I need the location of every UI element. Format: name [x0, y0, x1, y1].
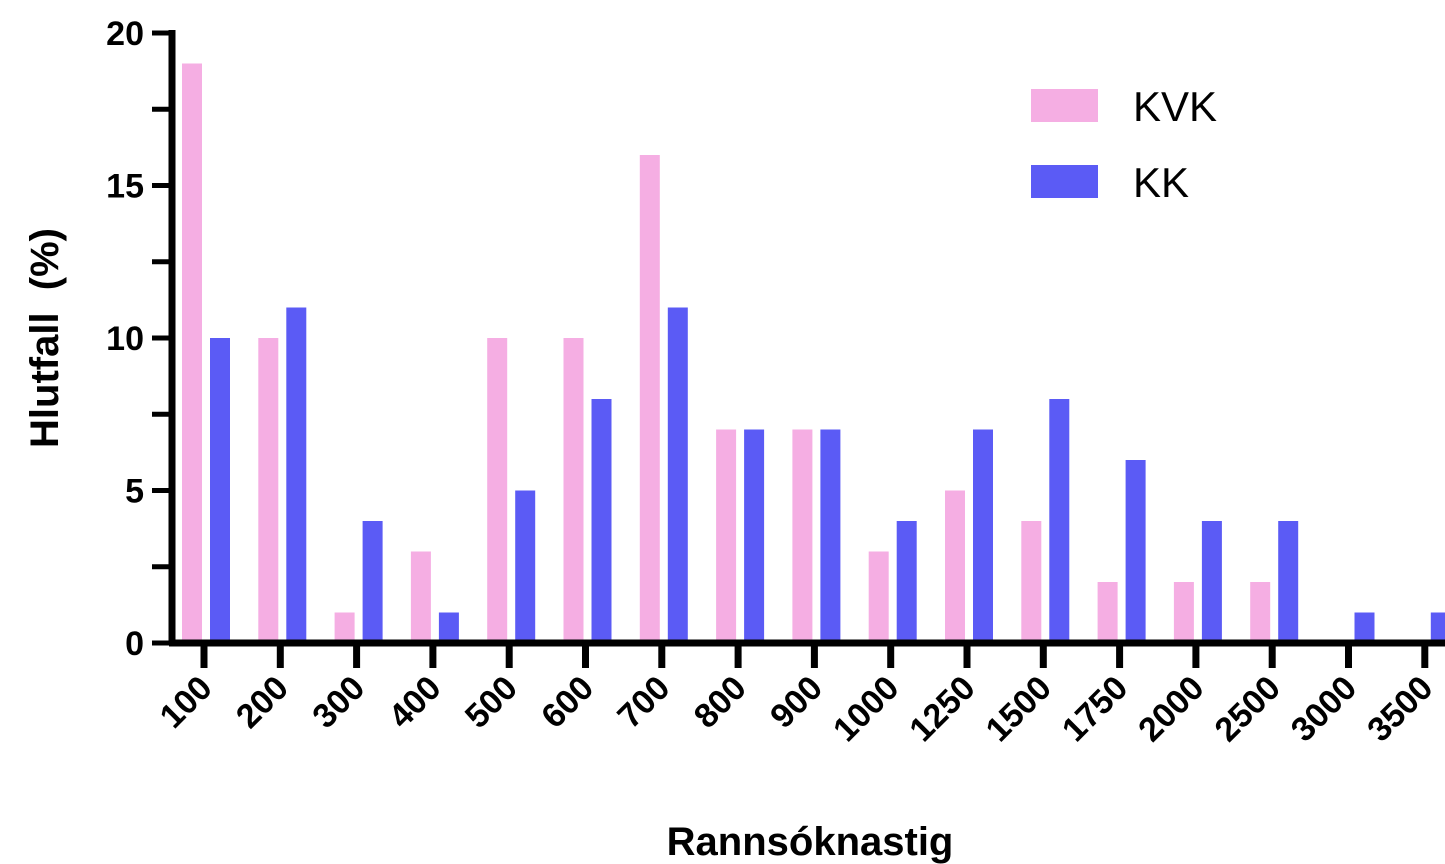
bar-kk-400	[438, 612, 459, 643]
bar-kk-500	[515, 490, 536, 643]
x-tick-label: 300	[305, 669, 372, 736]
legend: KVK KK	[1031, 83, 1217, 206]
y-axis-title: Hlutfall (%)	[23, 228, 67, 448]
x-tick-label: 600	[534, 669, 601, 736]
bar-kk-600	[591, 399, 612, 643]
x-tick-label: 1000	[826, 669, 906, 749]
bar-kvk-400	[410, 551, 431, 643]
x-tick-label: 100	[153, 669, 220, 736]
bar-kvk-200	[258, 338, 279, 643]
bar-kk-3500	[1430, 612, 1445, 643]
y-ticks-group: 0 5 10 15 20	[106, 15, 172, 663]
x-tick-label: 2500	[1208, 669, 1288, 749]
x-tick-label: 3000	[1284, 669, 1364, 749]
legend-swatch-kvk	[1031, 89, 1098, 122]
bar-kvk-1500	[1021, 521, 1042, 643]
x-axis-title: Rannsóknastig	[667, 820, 954, 864]
x-tick-label: 2000	[1131, 669, 1211, 749]
x-tick-label: 3500	[1360, 669, 1440, 749]
bar-kvk-2500	[1250, 582, 1271, 643]
x-tick-label: 1500	[979, 669, 1059, 749]
bar-kk-200	[286, 307, 307, 643]
bar-kvk-2000	[1173, 582, 1194, 643]
y-tick-label: 15	[106, 168, 144, 206]
bar-kk-2500	[1278, 521, 1299, 643]
bar-kk-700	[667, 307, 688, 643]
bars-group	[182, 63, 1445, 643]
bar-kk-300	[362, 521, 383, 643]
x-tick-label: 1250	[902, 669, 982, 749]
bar-kk-3000	[1354, 612, 1375, 643]
bar-kvk-100	[182, 63, 202, 643]
x-tick-label: 700	[610, 669, 677, 736]
x-tick-label: 900	[763, 669, 830, 736]
bar-kk-800	[744, 429, 765, 643]
bar-kvk-1000	[868, 551, 889, 643]
bar-kvk-1250	[945, 490, 965, 643]
bar-kk-1750	[1125, 460, 1146, 643]
bar-kvk-500	[487, 338, 508, 643]
y-tick-label: 0	[125, 625, 144, 663]
bar-kk-900	[820, 429, 841, 643]
legend-label-kk: KK	[1133, 159, 1189, 206]
y-tick-label: 20	[106, 15, 144, 53]
bar-kvk-700	[639, 155, 660, 643]
bar-kvk-900	[792, 429, 813, 643]
bar-kk-1000	[896, 521, 917, 643]
bar-kvk-800	[716, 429, 737, 643]
legend-label-kvk: KVK	[1133, 83, 1217, 130]
bar-kk-2000	[1201, 521, 1222, 643]
bar-kvk-300	[334, 612, 355, 643]
x-ticks-group: 100 200 300 400 500 600 700 800 9001000125015001…	[153, 643, 1440, 749]
bar-kk-100	[210, 338, 230, 643]
y-tick-label: 5	[125, 473, 144, 511]
bar-kk-1500	[1049, 399, 1070, 643]
x-tick-label: 500	[458, 669, 525, 736]
x-tick-label: 1750	[1055, 669, 1135, 749]
x-tick-label: 200	[229, 669, 296, 736]
x-tick-label: 800	[687, 669, 754, 736]
legend-swatch-kk	[1031, 165, 1098, 198]
y-tick-label: 10	[106, 320, 144, 358]
bar-kvk-600	[563, 338, 584, 643]
bar-kvk-1750	[1097, 582, 1118, 643]
bar-kk-1250	[973, 429, 993, 643]
x-tick-label: 400	[382, 669, 449, 736]
